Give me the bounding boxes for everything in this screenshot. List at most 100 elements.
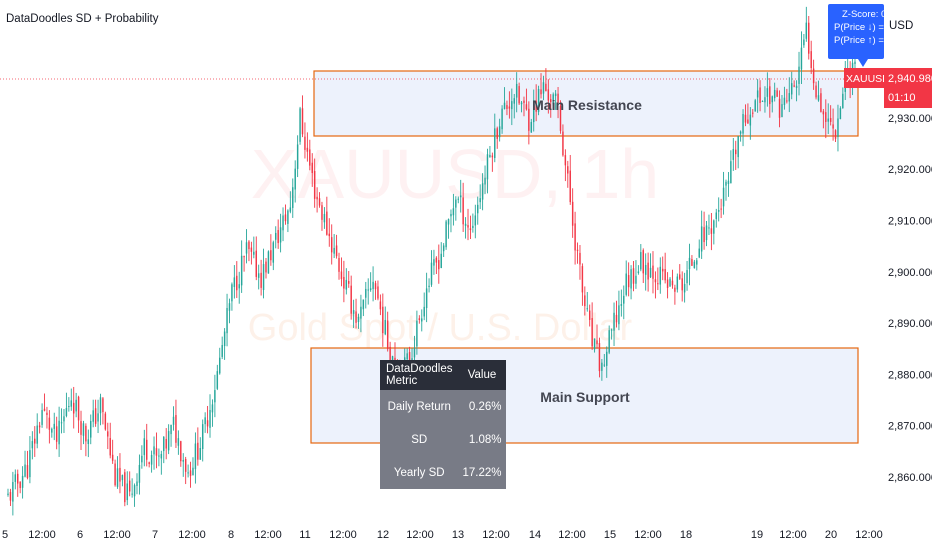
candle-body bbox=[289, 207, 292, 212]
candle-body bbox=[279, 227, 282, 243]
candle-body bbox=[542, 82, 545, 94]
candle-body bbox=[442, 245, 445, 252]
candle-body bbox=[60, 422, 63, 424]
candle-body bbox=[761, 100, 764, 102]
candle-body bbox=[328, 233, 331, 237]
candle-body bbox=[255, 250, 257, 277]
candle-body bbox=[457, 198, 460, 200]
candle-body bbox=[406, 353, 408, 360]
candle-body bbox=[228, 303, 231, 311]
candle-body bbox=[467, 225, 469, 228]
candle-body bbox=[788, 93, 791, 102]
candle-body bbox=[727, 180, 730, 184]
candle-body bbox=[170, 424, 172, 435]
prob-up-line: P(Price ↑) = 40. bbox=[834, 35, 884, 46]
candle-body bbox=[92, 410, 94, 422]
candle-body bbox=[243, 256, 245, 258]
candle-body bbox=[345, 279, 348, 290]
candle-body bbox=[80, 421, 82, 435]
candle-body bbox=[367, 289, 369, 291]
candle-body bbox=[379, 301, 382, 310]
candle-body bbox=[333, 247, 335, 254]
candle-body bbox=[141, 455, 143, 463]
candle-body bbox=[766, 88, 769, 97]
candle-body bbox=[124, 472, 126, 503]
candle-body bbox=[781, 104, 783, 118]
candle-body bbox=[423, 306, 425, 317]
x-tick-label: 12:00 bbox=[103, 529, 131, 541]
x-axis: 5 12:00 6 12:00 7 12:00 8 12:00 11 12:00 12 12:00 13… bbox=[2, 529, 883, 541]
candle-body bbox=[759, 87, 761, 103]
candle-body bbox=[593, 338, 596, 350]
candle-body bbox=[652, 265, 654, 279]
candle-body bbox=[31, 441, 34, 449]
x-tick-label: 12:00 bbox=[634, 529, 662, 541]
candle-body bbox=[294, 168, 296, 190]
candle-body bbox=[14, 474, 17, 482]
candle-body bbox=[491, 155, 494, 158]
candle-body bbox=[805, 22, 808, 39]
candle-body bbox=[301, 108, 304, 135]
candle-body bbox=[146, 439, 148, 460]
candle-body bbox=[26, 465, 29, 478]
candle-body bbox=[236, 275, 238, 291]
candle-body bbox=[501, 108, 503, 130]
candle-body bbox=[138, 464, 141, 483]
candle-body bbox=[489, 154, 491, 158]
candle-body bbox=[180, 441, 182, 462]
candle-body bbox=[68, 406, 70, 408]
x-tick-label: 20 bbox=[825, 529, 837, 541]
candle-body bbox=[304, 136, 306, 150]
currency-label[interactable]: USD bbox=[889, 20, 913, 32]
candle-body bbox=[438, 260, 440, 270]
indicator-title[interactable]: DataDoodles SD + Probability bbox=[6, 13, 159, 25]
candle-body bbox=[187, 472, 189, 474]
candle-body bbox=[435, 257, 438, 263]
candle-body bbox=[199, 448, 202, 460]
candle-body bbox=[357, 316, 360, 323]
candle-body bbox=[715, 212, 717, 219]
candle-body bbox=[574, 223, 576, 251]
candle-body bbox=[525, 104, 528, 110]
candle-body bbox=[837, 118, 839, 138]
candle-body bbox=[618, 305, 620, 325]
candle-body bbox=[703, 227, 705, 243]
candle-body bbox=[51, 428, 53, 433]
support-label: Main Support bbox=[540, 389, 630, 405]
candle-body bbox=[494, 128, 496, 159]
candle-body bbox=[647, 262, 649, 280]
candle-body bbox=[143, 438, 146, 456]
candle-body bbox=[778, 98, 781, 118]
candle-body bbox=[606, 351, 608, 366]
candle-body bbox=[554, 93, 557, 97]
candle-body bbox=[240, 255, 243, 286]
candle-body bbox=[223, 331, 226, 347]
candle-body bbox=[38, 425, 41, 428]
candle-body bbox=[630, 269, 632, 289]
candle-body bbox=[306, 147, 309, 152]
candle-body bbox=[717, 210, 720, 212]
candle-body bbox=[683, 283, 686, 293]
candle-body bbox=[550, 99, 552, 103]
candle-body bbox=[472, 225, 474, 229]
candle-body bbox=[111, 454, 114, 461]
candle-body bbox=[469, 228, 472, 231]
candle-body bbox=[627, 275, 630, 288]
candle-body bbox=[214, 390, 216, 403]
candle-body bbox=[221, 345, 223, 357]
candle-body bbox=[348, 281, 350, 284]
x-tick-label: 12 bbox=[377, 529, 389, 541]
candle-body bbox=[773, 89, 776, 99]
candle-body bbox=[277, 230, 279, 244]
candle-body bbox=[284, 214, 287, 222]
candle-body bbox=[360, 306, 362, 319]
prob-down-line: P(Price ↓) = 59. bbox=[834, 22, 884, 33]
candle-body bbox=[832, 124, 834, 129]
candle-body bbox=[511, 101, 513, 110]
candle-body bbox=[739, 131, 742, 134]
candle-body bbox=[94, 408, 97, 424]
candle-body bbox=[657, 283, 659, 285]
candle-body bbox=[209, 409, 211, 428]
candle-body bbox=[109, 438, 111, 456]
